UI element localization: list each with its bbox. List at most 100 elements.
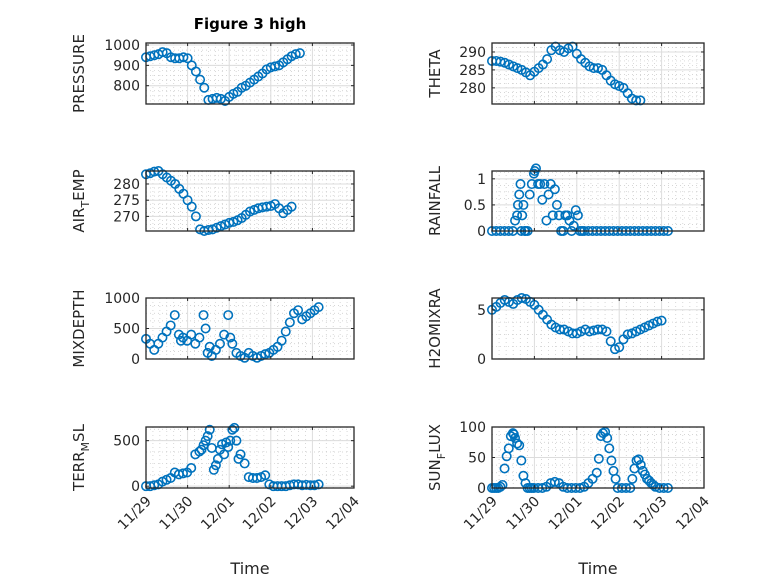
- data-point: [591, 467, 602, 478]
- panel-h2omixra: 0 5 H2OMIXRA: [426, 288, 705, 369]
- data-point: [570, 205, 581, 216]
- y-axis-label: RAINFALL: [426, 165, 444, 236]
- data-point: [539, 179, 550, 190]
- y-tick-label: 280: [459, 81, 486, 97]
- data-point: [227, 338, 238, 349]
- data-point: [149, 480, 160, 491]
- data-point: [186, 462, 197, 473]
- data-point: [547, 210, 558, 221]
- plot-area: [146, 171, 354, 231]
- data-point: [495, 481, 506, 492]
- y-tick-label: 0: [477, 224, 486, 240]
- y-tick-label: 0: [131, 352, 140, 368]
- y-tick-label: 0: [477, 481, 486, 497]
- data-point: [190, 66, 201, 77]
- x-tick-label: 12/01: [546, 494, 586, 534]
- data-point: [208, 464, 219, 475]
- data-point: [549, 476, 560, 487]
- data-point: [568, 220, 579, 231]
- data-point: [600, 426, 611, 437]
- data-point: [614, 342, 625, 353]
- data-point: [514, 440, 525, 451]
- data-point: [543, 189, 554, 200]
- panel-rainfall: 0 0.5 1 RAINFALL: [426, 163, 705, 240]
- axes-box: [145, 170, 355, 232]
- axes-box: [491, 42, 705, 105]
- panel-terr_msl: 0 500 TERRMSL 11/29 11/30 12/01 12/02 12/03 12/0…: [70, 422, 363, 578]
- data-point: [223, 310, 234, 321]
- y-tick-label: 270: [113, 209, 140, 225]
- y-axis-label: AIRTEMP: [70, 169, 92, 232]
- data-point: [178, 52, 189, 63]
- panel-sun_flux: 0 50 100 SUNFLUX 11/29 11/30 12/01 12/02 12/03 12…: [426, 420, 713, 578]
- data-point: [602, 432, 613, 443]
- data-point: [260, 349, 271, 360]
- data-point: [194, 332, 205, 343]
- data-point: [503, 443, 514, 454]
- data-point: [169, 310, 180, 321]
- data-point: [182, 53, 193, 64]
- data-point: [518, 199, 529, 210]
- data-point: [516, 455, 527, 466]
- y-axis-label: TERRMSL: [70, 423, 92, 492]
- y-tick-label: 900: [113, 58, 140, 74]
- data-point: [225, 435, 236, 446]
- data-point: [541, 215, 552, 226]
- x-tick-label: 12/03: [281, 494, 321, 534]
- x-tick-label: 11/30: [157, 494, 197, 534]
- x-tick-label: 12/01: [198, 494, 238, 534]
- data-point: [535, 179, 546, 190]
- data-point: [219, 449, 230, 460]
- y-tick-label: 290: [459, 45, 486, 61]
- y-tick-label: 5: [477, 303, 486, 319]
- data-point: [524, 189, 535, 200]
- data-point: [601, 326, 612, 337]
- data-point: [627, 473, 638, 484]
- y-tick-label: 0: [477, 352, 486, 368]
- data-point: [202, 431, 213, 442]
- data-point: [604, 443, 615, 454]
- data-point: [293, 305, 304, 316]
- data-point: [284, 317, 295, 328]
- x-tick-label: 12/02: [588, 494, 628, 534]
- y-tick-label: 285: [459, 63, 486, 79]
- y-tick-label: 0.5: [464, 198, 486, 214]
- data-point: [530, 163, 541, 174]
- data-point: [633, 454, 644, 465]
- data-point: [239, 458, 250, 469]
- data-point: [223, 442, 234, 453]
- x-tick-label: 11/29: [115, 494, 155, 534]
- data-point: [211, 92, 222, 103]
- data-point: [537, 194, 548, 205]
- x-tick-label: 12/03: [631, 494, 671, 534]
- y-axis-label: MIXDEPTH: [70, 289, 88, 367]
- data-point: [276, 335, 287, 346]
- data-point: [515, 179, 526, 190]
- y-tick-label: 1000: [104, 291, 140, 307]
- data-point: [286, 201, 297, 212]
- data-point: [177, 468, 188, 479]
- data-point: [229, 422, 240, 433]
- data-point: [195, 74, 206, 85]
- panel-pressure: 800 900 1000 PRESSURE: [70, 34, 355, 113]
- data-point: [200, 323, 211, 334]
- y-tick-label: 0: [131, 479, 140, 495]
- y-tick-label: 500: [113, 434, 140, 450]
- data-point: [495, 56, 506, 67]
- data-point: [186, 329, 197, 340]
- data-point: [196, 444, 207, 455]
- data-point: [294, 48, 305, 59]
- data-point: [280, 326, 291, 337]
- data-point: [227, 424, 238, 435]
- data-point: [497, 479, 508, 490]
- data-point: [165, 320, 176, 331]
- y-axis-label: H2OMIXRA: [426, 288, 444, 369]
- x-tick-label: 11/30: [503, 494, 543, 534]
- data-point: [514, 189, 525, 200]
- figure-title: Figure 3 high: [194, 15, 307, 33]
- axes-box: [145, 42, 355, 105]
- x-tick-label: 11/29: [461, 494, 501, 534]
- data-point: [231, 435, 242, 446]
- y-tick-label: 50: [468, 451, 486, 467]
- data-point: [572, 210, 583, 221]
